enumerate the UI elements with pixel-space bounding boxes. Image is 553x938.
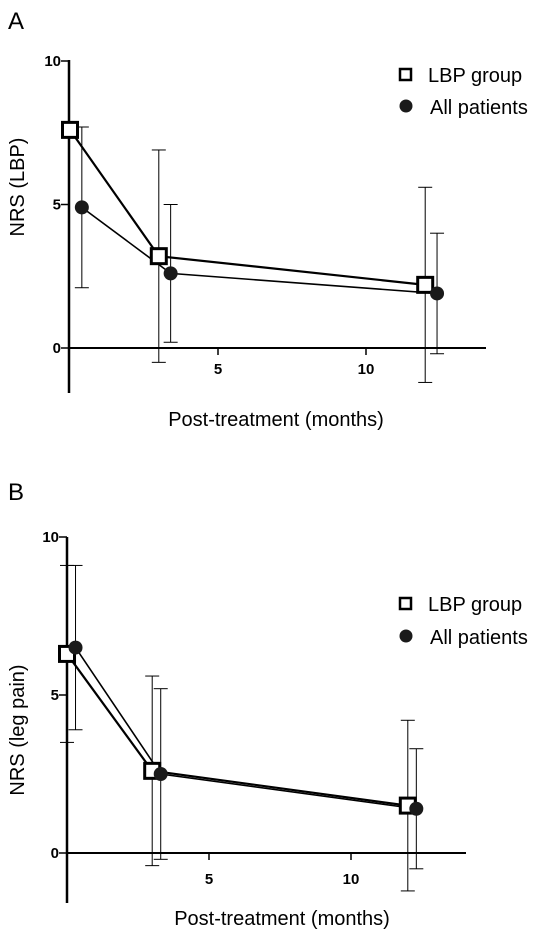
legend-square-marker [398, 67, 413, 82]
legend-circle-marker [399, 99, 413, 113]
panel-b-error-bars [60, 564, 424, 892]
panel-a-axes [67, 60, 486, 393]
x-tick-label: 5 [205, 871, 213, 888]
panel-a-y-axis-label: NRS (LBP) [7, 138, 29, 237]
y-tick-label: 10 [42, 529, 59, 546]
legend-label-lbp-group: LBP group [428, 594, 522, 616]
x-tick-label: 5 [214, 361, 222, 378]
panel-a-series-lines [69, 129, 438, 295]
panel-a: A 0 5 10 5 10 Post-treatment (months) NRS (… [7, 8, 528, 431]
panel-a-legend: LBP group All patients [398, 65, 528, 119]
y-tick-label: 0 [53, 340, 61, 357]
x-tick-label: 10 [343, 871, 360, 888]
panel-a-markers [61, 120, 445, 301]
data-point-circle [163, 266, 178, 281]
legend-square-marker [398, 596, 413, 611]
legend-label-all-patients: All patients [430, 627, 528, 649]
panel-b-legend: LBP group All patients [398, 594, 528, 649]
y-tick-label: 10 [44, 53, 61, 70]
panel-a-letter: A [8, 8, 24, 35]
panel-a-x-ticks: 5 10 [214, 348, 375, 378]
panel-b-markers [58, 640, 424, 816]
panel-a-x-axis-label: Post-treatment (months) [168, 409, 384, 431]
panel-b-letter: B [8, 479, 24, 506]
data-point-square [416, 275, 435, 294]
data-point-circle [74, 200, 89, 215]
data-point-circle [430, 286, 445, 301]
panel-b-y-ticks: 0 5 10 [42, 529, 67, 862]
panel-b-x-ticks: 5 10 [205, 853, 360, 888]
panel-b-axes [65, 537, 466, 903]
y-tick-label: 0 [51, 845, 59, 862]
panel-a-error-bars [63, 126, 445, 383]
panel-b-y-axis-label: NRS (leg pain) [7, 664, 29, 795]
data-point-square [61, 120, 79, 139]
series-line-lbp-group [69, 129, 426, 286]
legend-label-lbp-group: LBP group [428, 65, 522, 87]
panel-a-y-ticks: 0 5 10 [44, 53, 69, 357]
legend-circle-marker [399, 629, 413, 643]
y-tick-label: 5 [51, 687, 59, 704]
panel-b-x-axis-label: Post-treatment (months) [174, 908, 390, 930]
data-point-circle [153, 767, 168, 781]
data-point-circle [409, 801, 424, 816]
y-tick-label: 5 [53, 197, 61, 214]
series-line-lbp-group [66, 653, 408, 807]
legend-label-all-patients: All patients [430, 97, 528, 119]
panel-b-series-lines [66, 647, 417, 810]
data-point-circle [68, 640, 83, 655]
x-tick-label: 10 [358, 361, 375, 378]
data-point-square [149, 247, 168, 266]
panel-b: B 0 5 10 5 10 Post-treatment (months) NRS (… [7, 479, 528, 930]
